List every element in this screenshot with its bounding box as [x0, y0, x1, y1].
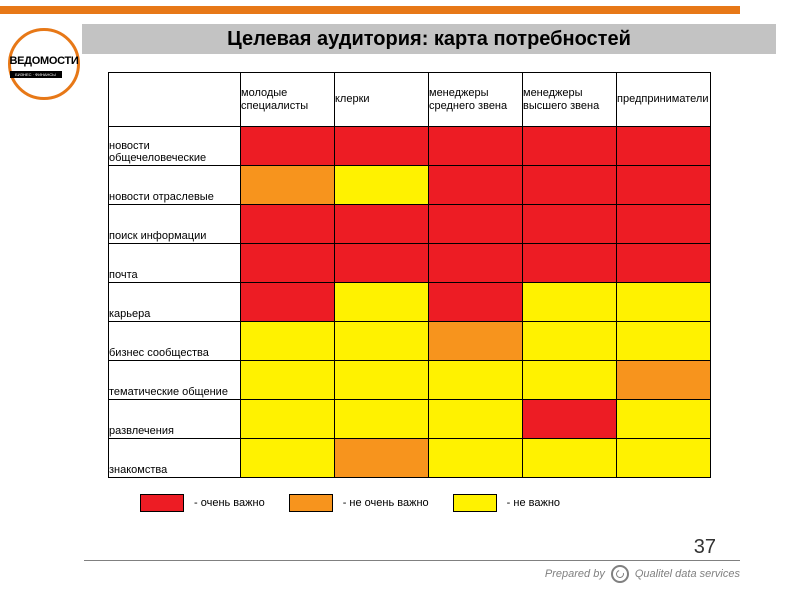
matrix-cell [523, 244, 617, 283]
matrix-cell [241, 361, 335, 400]
matrix-cell [523, 361, 617, 400]
table-row: тематические общение [109, 361, 711, 400]
legend-item: - очень важно [140, 494, 265, 512]
footer-company: Qualitel data services [635, 568, 740, 580]
row-label: почта [109, 244, 241, 283]
legend-label: - очень важно [194, 497, 265, 509]
header-corner [109, 73, 241, 127]
table-row: знакомства [109, 439, 711, 478]
page-number: 37 [694, 536, 716, 559]
legend-swatch [453, 494, 497, 512]
legend-swatch [289, 494, 333, 512]
column-header: предприниматели [617, 73, 711, 127]
column-header: менеджеры высшего звена [523, 73, 617, 127]
footer: Prepared by Qualitel data services [545, 565, 740, 583]
row-label: новости отраслевые [109, 166, 241, 205]
table-row: поиск информации [109, 205, 711, 244]
matrix-cell [335, 361, 429, 400]
legend-item: - не очень важно [289, 494, 429, 512]
legend-label: - не важно [507, 497, 560, 509]
matrix-cell [429, 127, 523, 166]
table-row: почта [109, 244, 711, 283]
matrix-cell [335, 283, 429, 322]
logo-subtext: БИЗНЕС · ФИНАНСЫ [10, 71, 62, 78]
matrix-cell [241, 166, 335, 205]
matrix-cell [617, 400, 711, 439]
matrix-cell [429, 244, 523, 283]
table-row: новости общечеловеческие [109, 127, 711, 166]
matrix-cell [617, 166, 711, 205]
matrix-cell [617, 244, 711, 283]
matrix-cell [241, 244, 335, 283]
matrix-cell [523, 205, 617, 244]
matrix-cell [335, 439, 429, 478]
matrix-cell [335, 400, 429, 439]
row-label: карьера [109, 283, 241, 322]
row-label: тематические общение [109, 361, 241, 400]
row-label: поиск информации [109, 205, 241, 244]
table-row: карьера [109, 283, 711, 322]
legend-swatch [140, 494, 184, 512]
matrix-cell [335, 127, 429, 166]
matrix-cell [241, 400, 335, 439]
matrix-cell [523, 166, 617, 205]
matrix-cell [429, 205, 523, 244]
matrix-cell [429, 361, 523, 400]
matrix-cell [429, 166, 523, 205]
matrix-cell [241, 322, 335, 361]
matrix-cell [335, 244, 429, 283]
column-header: молодые специалисты [241, 73, 335, 127]
needs-matrix: молодые специалистыклеркименеджеры средн… [108, 72, 711, 478]
matrix-cell [617, 283, 711, 322]
matrix-cell [429, 322, 523, 361]
slide-title: Целевая аудитория: карта потребностей [82, 24, 776, 54]
legend: - очень важно - не очень важно - не важно [140, 494, 560, 512]
top-accent-bar [0, 6, 740, 14]
matrix-cell [617, 127, 711, 166]
row-label: новости общечеловеческие [109, 127, 241, 166]
row-label: знакомства [109, 439, 241, 478]
slide-title-text: Целевая аудитория: карта потребностей [227, 28, 631, 51]
table-body: новости общечеловеческиеновости отраслев… [109, 127, 711, 478]
logo: ВЕДОМОСТИ БИЗНЕС · ФИНАНСЫ [8, 28, 80, 100]
matrix-cell [241, 127, 335, 166]
matrix-cell [523, 322, 617, 361]
table-row: новости отраслевые [109, 166, 711, 205]
logo-text: ВЕДОМОСТИ [10, 55, 79, 67]
matrix-cell [523, 127, 617, 166]
matrix-cell [523, 400, 617, 439]
matrix-cell [617, 205, 711, 244]
matrix-cell [617, 439, 711, 478]
matrix-cell [335, 166, 429, 205]
matrix-cell [429, 439, 523, 478]
table-header-row: молодые специалистыклеркименеджеры средн… [109, 73, 711, 127]
matrix-cell [523, 283, 617, 322]
matrix-cell [429, 283, 523, 322]
matrix-cell [241, 439, 335, 478]
matrix-cell [241, 283, 335, 322]
legend-label: - не очень важно [343, 497, 429, 509]
matrix-cell [241, 205, 335, 244]
matrix-cell [617, 361, 711, 400]
matrix-cell [335, 205, 429, 244]
table-row: развлечения [109, 400, 711, 439]
column-header: клерки [335, 73, 429, 127]
table-row: бизнес сообщества [109, 322, 711, 361]
column-header: менеджеры среднего звена [429, 73, 523, 127]
row-label: бизнес сообщества [109, 322, 241, 361]
matrix-cell [429, 400, 523, 439]
globe-icon [611, 565, 629, 583]
row-label: развлечения [109, 400, 241, 439]
footer-prepared-by: Prepared by [545, 568, 605, 580]
footer-divider [84, 560, 740, 561]
matrix-cell [335, 322, 429, 361]
legend-item: - не важно [453, 494, 560, 512]
matrix-cell [617, 322, 711, 361]
matrix-cell [523, 439, 617, 478]
